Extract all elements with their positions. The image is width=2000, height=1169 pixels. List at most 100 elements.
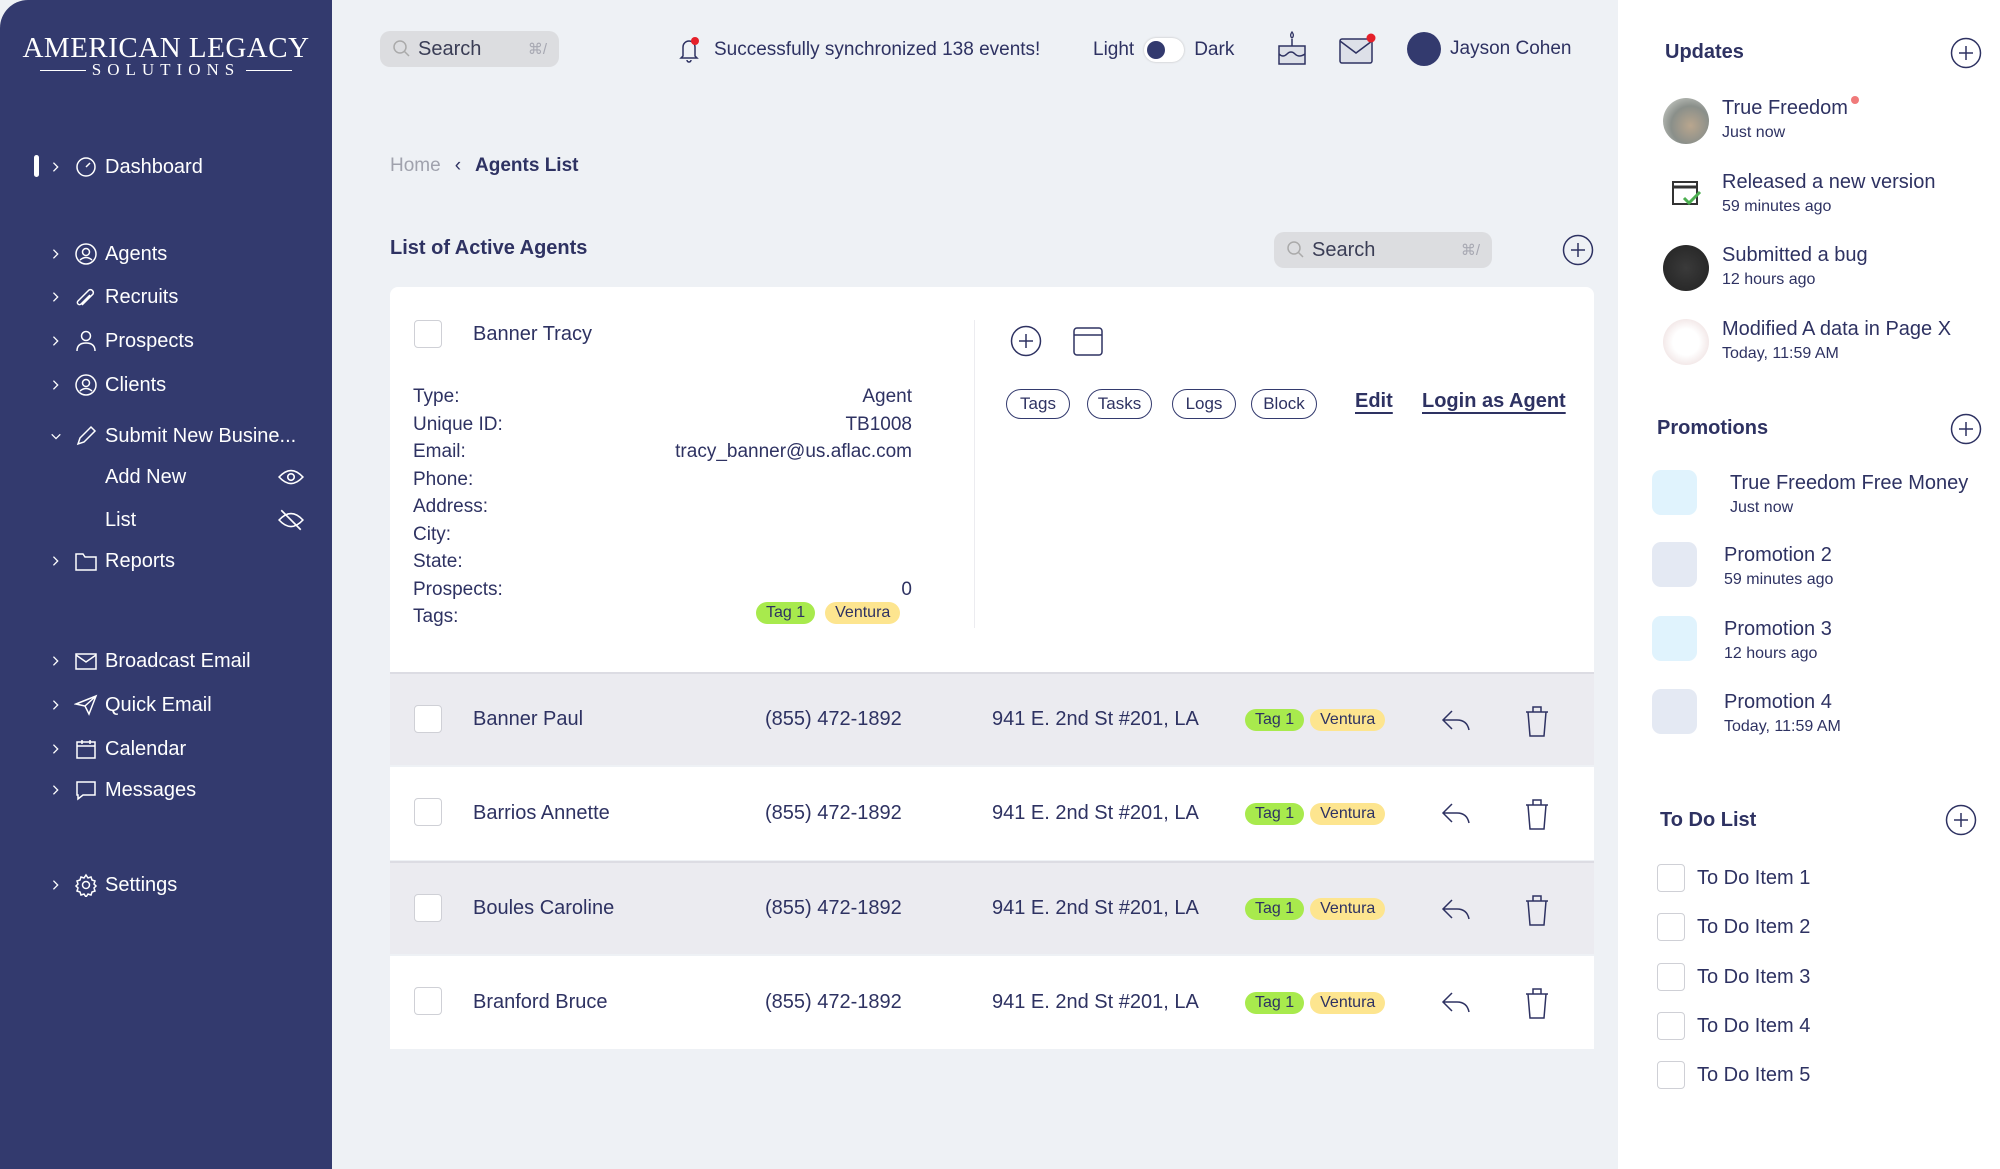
promotion-time: 59 minutes ago	[1724, 571, 1834, 588]
promotion-title[interactable]: Promotion 4	[1724, 691, 1832, 713]
tag-badge: Ventura	[1310, 802, 1386, 825]
todo-item[interactable]: To Do Item 3	[1697, 965, 1811, 988]
trash-icon[interactable]	[1524, 893, 1550, 927]
update-title[interactable]: True Freedom	[1722, 97, 1848, 119]
global-search-input[interactable]: Search ⌘/	[380, 31, 559, 67]
update-title[interactable]: Modified A data in Page X	[1722, 318, 1952, 340]
agents-search-input[interactable]: Search ⌘/	[1274, 232, 1492, 268]
sidebar-item-agents[interactable]: Agents	[0, 237, 332, 271]
sidebar-item-label: Recruits	[105, 285, 179, 308]
sidebar-item-calendar[interactable]: Calendar	[0, 732, 332, 766]
todo-item[interactable]: To Do Item 4	[1697, 1014, 1811, 1037]
add-promotion-button[interactable]	[1950, 413, 1982, 445]
sidebar-item-reports[interactable]: Reports	[0, 544, 332, 578]
notification[interactable]: Successfully synchronized 138 events!	[676, 36, 1040, 64]
promotion-title[interactable]: Promotion 3	[1724, 618, 1832, 640]
sidebar-subitem-add-new[interactable]: Add New	[0, 460, 332, 494]
unread-dot	[1851, 96, 1859, 104]
reply-icon[interactable]	[1440, 707, 1472, 735]
sidebar-subitem-list[interactable]: List	[0, 503, 332, 537]
row-checkbox[interactable]	[414, 798, 442, 826]
agent-name: Banner Paul	[473, 708, 584, 730]
sidebar-item-prospects[interactable]: Prospects	[0, 324, 332, 358]
user-avatar[interactable]	[1407, 32, 1441, 66]
agent-detail-card	[390, 287, 1594, 672]
tasks-button[interactable]: Tasks	[1087, 389, 1152, 419]
todo-item[interactable]: To Do Item 5	[1697, 1064, 1811, 1087]
todo-checkbox[interactable]	[1657, 962, 1685, 991]
eye-icon[interactable]	[278, 464, 304, 490]
mail-icon[interactable]	[1338, 33, 1376, 65]
eye-off-icon[interactable]	[278, 507, 304, 533]
chevron-left-icon: ‹	[454, 155, 462, 176]
sidebar-item-recruits[interactable]: Recruits	[0, 280, 332, 314]
breadcrumb-current: Agents List	[475, 155, 579, 176]
trash-icon[interactable]	[1524, 704, 1550, 738]
row-checkbox[interactable]	[414, 705, 442, 733]
cake-icon[interactable]	[1276, 30, 1308, 66]
search-icon	[1287, 241, 1304, 258]
add-update-button[interactable]	[1950, 37, 1982, 69]
sidebar-subitem-label: List	[105, 508, 137, 531]
table-row[interactable]: Barrios Annette (855) 472-1892 941 E. 2n…	[390, 767, 1594, 860]
theme-toggle[interactable]: Light Dark	[1093, 36, 1234, 64]
promotion-title[interactable]: True Freedom Free Money	[1730, 472, 1969, 494]
todo-item[interactable]: To Do Item 1	[1697, 867, 1811, 889]
theme-switch[interactable]	[1144, 38, 1185, 62]
paperclip-icon	[76, 288, 95, 306]
message-icon	[76, 781, 96, 801]
table-row[interactable]: Banner Paul (855) 472-1892 941 E. 2nd St…	[390, 672, 1594, 765]
chevron-right-icon	[52, 700, 59, 710]
update-avatar	[1663, 245, 1709, 291]
todo-checkbox[interactable]	[1657, 864, 1685, 892]
tags-button[interactable]: Tags	[1006, 389, 1070, 419]
sidebar-item-label: Quick Email	[105, 693, 212, 716]
sidebar-item-submit[interactable]: Submit New Busine...	[0, 419, 332, 453]
update-title[interactable]: Submitted a bug	[1722, 244, 1868, 266]
promotion-title[interactable]: Promotion 2	[1724, 544, 1832, 566]
trash-icon[interactable]	[1524, 797, 1550, 831]
todo-checkbox[interactable]	[1657, 1061, 1685, 1090]
todo-checkbox[interactable]	[1657, 1011, 1685, 1040]
sidebar-item-quick[interactable]: Quick Email	[0, 688, 332, 722]
table-row[interactable]: Boules Caroline (855) 472-1892 941 E. 2n…	[390, 861, 1594, 954]
reply-icon[interactable]	[1440, 800, 1472, 828]
edit-link[interactable]: Edit	[1355, 390, 1393, 412]
row-checkbox[interactable]	[414, 894, 442, 922]
sidebar-item-settings[interactable]: Settings	[0, 868, 332, 902]
sidebar-item-messages[interactable]: Messages	[0, 773, 332, 807]
todo-item[interactable]: To Do Item 2	[1697, 916, 1811, 939]
todo-checkbox[interactable]	[1657, 913, 1685, 942]
add-todo-button[interactable]	[1945, 804, 1977, 836]
row-checkbox[interactable]	[414, 987, 442, 1015]
update-title[interactable]: Released a new version	[1722, 171, 1936, 193]
user-circle-icon	[75, 374, 97, 396]
table-row[interactable]: Branford Bruce (855) 472-1892 941 E. 2nd…	[390, 956, 1594, 1049]
trash-icon[interactable]	[1524, 986, 1550, 1020]
breadcrumb-home[interactable]: Home	[390, 155, 441, 176]
logs-button[interactable]: Logs	[1172, 389, 1236, 419]
reply-icon[interactable]	[1440, 989, 1472, 1017]
block-button[interactable]: Block	[1251, 389, 1317, 419]
sidebar-item-label: Settings	[105, 873, 178, 896]
sidebar-item-label: Broadcast Email	[105, 649, 251, 672]
chevron-right-icon	[52, 162, 59, 172]
field-label: State:	[413, 551, 463, 572]
user-name[interactable]: Jayson Cohen	[1450, 38, 1572, 59]
calendar-icon[interactable]	[1072, 325, 1104, 357]
sidebar-item-broadcast[interactable]: Broadcast Email	[0, 644, 332, 678]
brand-logo: AMERICAN LEGACY	[22, 32, 310, 64]
login-as-agent-link[interactable]: Login as Agent	[1422, 390, 1566, 412]
promotion-thumbnail	[1652, 542, 1697, 587]
sidebar-item-dashboard[interactable]: Dashboard	[0, 150, 332, 184]
sidebar-item-clients[interactable]: Clients	[0, 368, 332, 402]
divider	[974, 320, 975, 628]
gear-icon	[74, 873, 98, 897]
add-agent-button[interactable]	[1562, 234, 1594, 266]
update-time: 59 minutes ago	[1722, 198, 1832, 215]
user-circle-icon	[75, 243, 97, 265]
row-checkbox[interactable]	[414, 320, 442, 348]
reply-icon[interactable]	[1440, 896, 1472, 924]
add-icon[interactable]	[1010, 325, 1042, 357]
field-label: Type:	[413, 386, 460, 407]
